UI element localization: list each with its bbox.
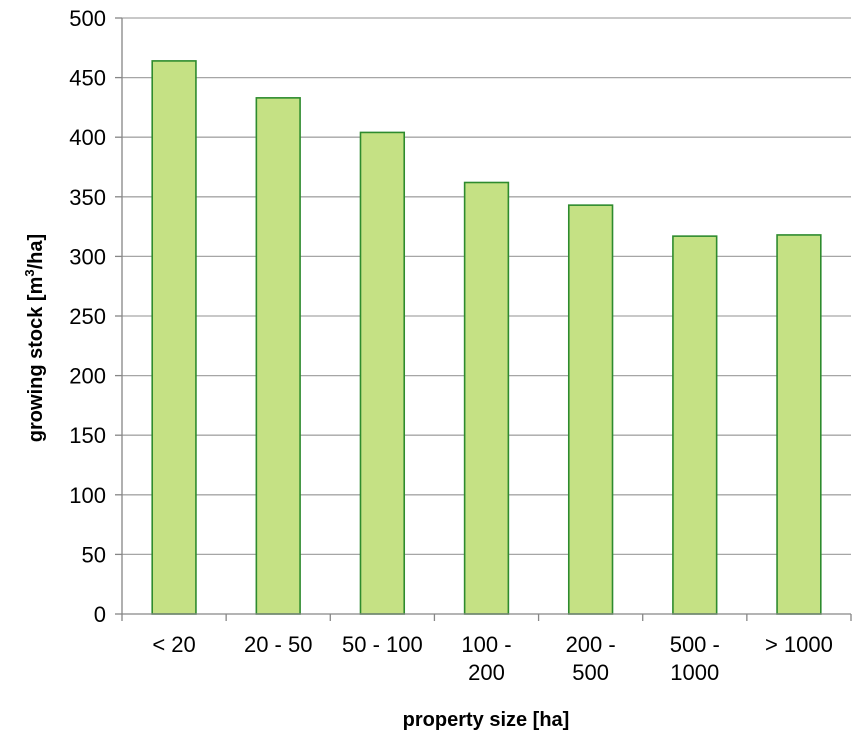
- x-tick-label: 200 -: [566, 632, 616, 657]
- bars: [151, 60, 822, 615]
- x-tick-label: < 20: [152, 632, 195, 657]
- x-axis-title: property size [ha]: [403, 709, 570, 731]
- x-tick-label: > 1000: [765, 632, 833, 657]
- y-axis-title: growing stock [m3/ha]: [22, 234, 47, 442]
- bar: [776, 234, 822, 615]
- y-tick-label: 50: [82, 542, 106, 567]
- x-tick-label: 500: [572, 660, 609, 685]
- y-tick-label: 450: [69, 66, 106, 91]
- y-tick-label: 300: [69, 244, 106, 269]
- bar: [672, 235, 718, 615]
- y-tick-label: 100: [69, 483, 106, 508]
- x-tick-label: 20 - 50: [244, 632, 313, 657]
- y-axis-title-tail: /ha]: [25, 234, 47, 270]
- bar: [359, 131, 406, 615]
- bar: [151, 60, 197, 615]
- y-tick-label: 350: [69, 185, 106, 210]
- y-tick-label: 0: [94, 602, 106, 627]
- x-tick-label: 100 -: [461, 632, 511, 657]
- y-tick-label: 200: [69, 364, 106, 389]
- y-axis-title-main: growing stock [m: [25, 277, 47, 443]
- y-tick-label: 400: [69, 125, 106, 150]
- x-tick-label: 200: [468, 660, 505, 685]
- x-tick-label: 1000: [670, 660, 719, 685]
- x-tick-label: 500 -: [670, 632, 720, 657]
- x-tick-label: 50 - 100: [342, 632, 423, 657]
- bar: [463, 181, 510, 615]
- y-tick-label: 500: [69, 6, 106, 31]
- axes: [115, 17, 852, 621]
- y-tick-label: 150: [69, 423, 106, 448]
- bar: [567, 204, 614, 615]
- y-tick-label: 250: [69, 304, 106, 329]
- bar: [255, 97, 301, 615]
- tick-labels: 0 50 100 150 200 250 300 350 400 450 500 < 20 20 - 5…: [69, 6, 833, 685]
- y-axis-title-superscript: 3: [22, 269, 37, 276]
